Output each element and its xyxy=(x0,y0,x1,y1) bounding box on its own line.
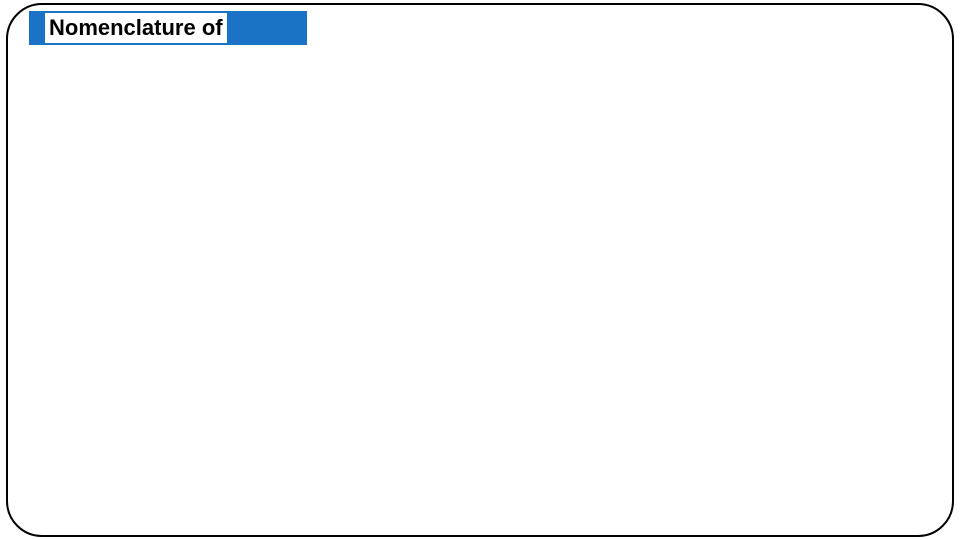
slide-frame: Nomenclature of xyxy=(6,3,954,537)
title-box: Nomenclature of xyxy=(29,11,307,45)
slide-title: Nomenclature of xyxy=(45,13,227,43)
